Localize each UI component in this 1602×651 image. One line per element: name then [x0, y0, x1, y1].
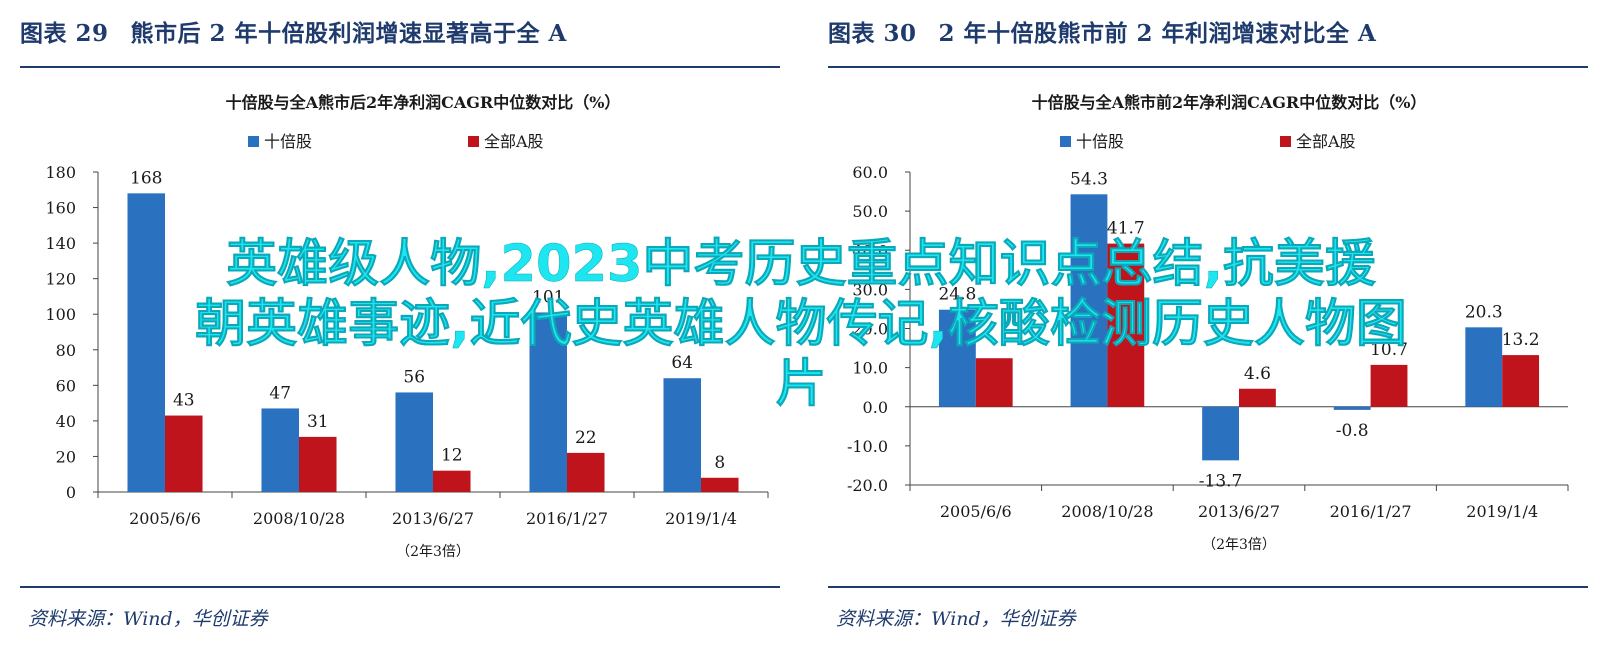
bar-chart: 十倍股与全A熊市后2年净利润CAGR中位数对比（%） 十倍股 全部A股 0 20 40 60… [45, 93, 769, 560]
figure-29-panel: 图表 29 熊市后 2 年十倍股利润增速显著高于全 A 十倍股与全A熊市后2年净利… [20, 0, 780, 651]
y-tick-label: 50.0 [852, 202, 888, 221]
y-tick-label: 30.0 [852, 280, 888, 299]
data-label: -0.8 [1336, 421, 1369, 441]
bottom-rule [20, 586, 780, 588]
data-label: 101 [532, 287, 564, 307]
y-tick-label: 100 [45, 305, 76, 324]
y-tick-label: 180 [45, 163, 76, 182]
y-tick-label: 120 [45, 270, 76, 289]
data-label: 24.8 [938, 285, 976, 305]
data-label: 64 [671, 353, 693, 373]
figure-title-text: 熊市后 2 年十倍股利润增速显著高于全 A [130, 20, 567, 47]
bar [1333, 406, 1371, 410]
figure-number: 图表 30 [828, 20, 917, 47]
y-tick-label: 60 [56, 376, 76, 395]
bar [529, 312, 567, 492]
figure-title: 图表 29 熊市后 2 年十倍股利润增速显著高于全 A [20, 14, 567, 48]
y-tick-label: 40.0 [852, 241, 888, 260]
top-rule [20, 66, 780, 68]
source-note: 资料来源：Wind，华创证券 [28, 608, 268, 630]
legend-label: 全部A股 [484, 132, 544, 151]
x-tick-label: 2019/1/4 [1466, 502, 1538, 521]
data-label: 12 [441, 446, 463, 466]
bar [1202, 406, 1239, 461]
x-axis-note: （2年3倍） [1202, 537, 1276, 553]
y-tick-label: 40 [56, 412, 76, 431]
data-label: 41.7 [1107, 219, 1145, 239]
y-tick-label: 0.0 [863, 398, 888, 417]
legend-swatch [1280, 136, 1291, 147]
data-label: 56 [403, 367, 425, 387]
data-label: 10.7 [1370, 340, 1408, 360]
data-label: 43 [173, 391, 195, 411]
bar [127, 193, 165, 492]
data-label: 168 [130, 168, 162, 188]
bar [1502, 355, 1540, 407]
bar [299, 436, 337, 492]
bar [395, 392, 433, 492]
bar [975, 358, 1013, 407]
y-tick-label: -20.0 [847, 476, 888, 495]
legend-swatch [468, 136, 479, 147]
bottom-rule [828, 586, 1588, 588]
x-axis-note: （2年3倍） [396, 544, 470, 560]
x-tick-label: 2016/1/27 [526, 509, 608, 528]
chart-title: 十倍股与全A熊市前2年净利润CAGR中位数对比（%） [1032, 93, 1427, 112]
bar [1107, 243, 1145, 407]
bar [261, 408, 299, 492]
data-label: 22 [575, 428, 597, 448]
bar [1070, 194, 1108, 407]
y-tick-label: 80 [56, 341, 76, 360]
bar [165, 415, 203, 492]
figure-30-panel: 图表 30 2 年十倍股熊市前 2 年利润增速对比全 A 十倍股与全A熊市前2年净… [828, 0, 1588, 651]
y-tick-label: -10.0 [847, 437, 888, 456]
chart-title: 十倍股与全A熊市后2年净利润CAGR中位数对比（%） [226, 93, 621, 112]
top-rule [828, 66, 1588, 68]
x-tick-label: 2016/1/27 [1330, 502, 1412, 521]
x-tick-label: 2005/6/6 [940, 502, 1012, 521]
bar [1465, 327, 1503, 407]
x-tick-label: 2013/6/27 [1198, 502, 1280, 521]
x-tick-label: 2008/10/28 [253, 509, 345, 528]
bar [663, 378, 701, 492]
bar-chart: 十倍股与全A熊市前2年净利润CAGR中位数对比（%） 十倍股 全部A股 -20.0 -1… [847, 93, 1569, 553]
y-tick-label: 20 [56, 447, 76, 466]
data-label: 54.3 [1070, 169, 1108, 189]
data-label: 20.3 [1465, 302, 1503, 322]
bar [433, 470, 471, 492]
y-tick-label: 140 [45, 234, 76, 253]
figure-title: 图表 30 2 年十倍股熊市前 2 年利润增速对比全 A [828, 14, 1376, 48]
y-tick-label: 60.0 [852, 163, 888, 182]
y-tick-label: 10.0 [852, 359, 888, 378]
source-note: 资料来源：Wind，华创证券 [836, 608, 1076, 630]
data-label: 8 [714, 453, 725, 473]
bar [567, 452, 605, 492]
data-label: 47 [269, 383, 291, 403]
data-label: 13.2 [1502, 330, 1540, 350]
data-label: 31 [307, 412, 329, 432]
bar [1239, 388, 1276, 407]
figure-title-text: 2 年十倍股熊市前 2 年利润增速对比全 A [938, 20, 1377, 47]
figure-number: 图表 29 [20, 20, 109, 47]
x-tick-label: 2013/6/27 [392, 509, 474, 528]
legend-label: 十倍股 [1076, 132, 1124, 151]
bar [1370, 364, 1408, 407]
data-label: -13.7 [1199, 471, 1243, 491]
x-tick-label: 2019/1/4 [665, 509, 737, 528]
y-tick-label: 20.0 [852, 320, 888, 339]
legend-swatch [1060, 136, 1071, 147]
legend-label: 全部A股 [1296, 132, 1356, 151]
bar [938, 309, 976, 407]
x-tick-label: 2008/10/28 [1061, 502, 1153, 521]
bar [701, 477, 739, 492]
legend-swatch [248, 136, 259, 147]
y-tick-label: 160 [45, 199, 76, 218]
data-label: 4.6 [1244, 364, 1271, 384]
y-tick-label: 0 [66, 483, 76, 502]
legend-label: 十倍股 [264, 132, 312, 151]
x-tick-label: 2005/6/6 [129, 509, 201, 528]
